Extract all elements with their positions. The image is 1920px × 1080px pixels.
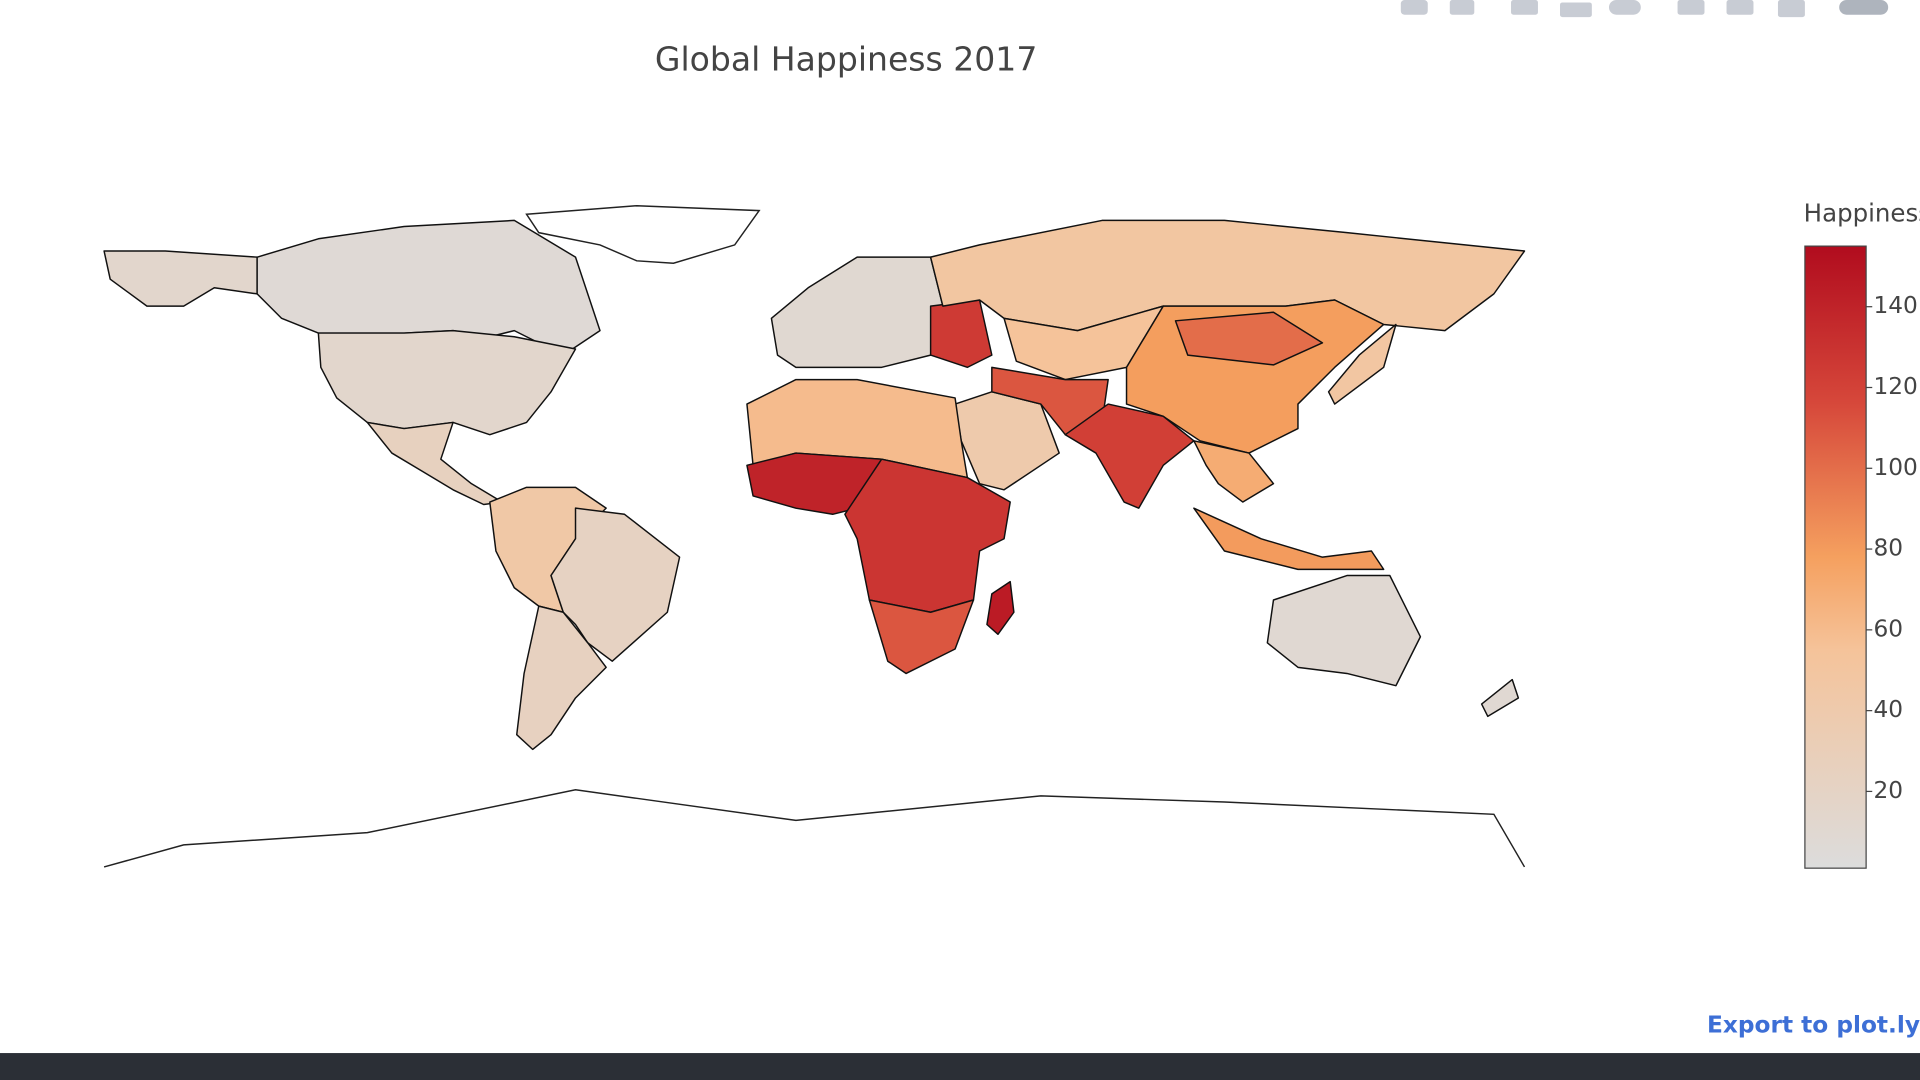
colorbar-title: Happiness [1804,198,1920,227]
country-region [1193,440,1275,503]
country-region [516,605,607,751]
save-button[interactable] [1449,0,1475,15]
colorbar-tick-label: 80 [1873,535,1903,562]
zoom-out-button[interactable] [1726,0,1754,15]
select-button[interactable] [1560,2,1592,18]
zoom-in-button[interactable] [1677,0,1705,15]
country-region [256,219,601,356]
colorbar-tick-label: 40 [1873,696,1903,723]
lasso-button[interactable] [1608,0,1641,15]
pan-button[interactable] [1511,0,1538,15]
colorbar-tick-label: 140 [1873,292,1917,319]
country-region [1174,311,1324,366]
country-region [1327,323,1397,405]
country-region [366,421,503,506]
colorbar-tick-label: 120 [1873,373,1917,400]
country-region [986,580,1015,636]
country-region [1480,678,1520,718]
map [103,204,1526,868]
country-region [317,329,577,436]
export-link[interactable]: Export to plot.ly [1707,1012,1920,1039]
country-region [103,250,258,307]
country-region [1064,403,1195,509]
colorbar-tick-label: 60 [1873,615,1903,642]
antarctica-outline [103,789,1526,868]
plotly-logo[interactable] [1839,0,1889,15]
colorbar-tick-label: 20 [1873,777,1903,804]
country-region [868,599,975,675]
country-region [1266,574,1422,687]
camera-button[interactable] [1400,0,1428,15]
country-region [1193,507,1385,571]
modebar [1400,0,1889,18]
chart-title: Global Happiness 2017 [655,40,1037,79]
bottom-bar [0,1053,1920,1080]
country-region [770,256,944,369]
reset-button[interactable] [1777,0,1805,18]
country-region [929,299,993,369]
unvalued-land [525,204,761,265]
colorbar [1804,245,1867,869]
colorbar-tick-label: 100 [1873,454,1917,481]
